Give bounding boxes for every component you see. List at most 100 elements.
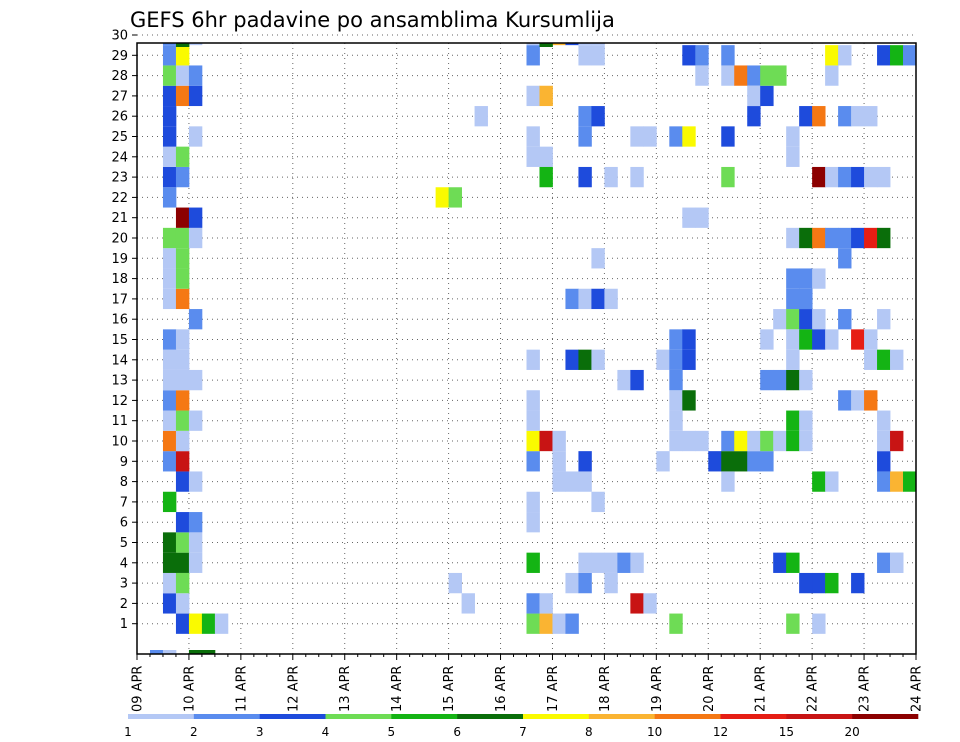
- heatmap-cell: [578, 451, 592, 472]
- heatmap-cell: [604, 166, 618, 188]
- heatmap-cell: [175, 572, 190, 594]
- heatmap-cell: [630, 552, 644, 573]
- heatmap-cell: [604, 288, 618, 310]
- heatmap-cell: [864, 329, 878, 350]
- x-tick-label: 20 APR: [702, 666, 717, 712]
- heatmap-cell: [721, 45, 735, 66]
- legend-swatch: [457, 714, 524, 719]
- heatmap-cell: [812, 329, 826, 350]
- heatmap-cell: [188, 532, 203, 553]
- heatmap-cell: [812, 268, 826, 289]
- heatmap-cell: [539, 430, 553, 452]
- heatmap-cell: [669, 349, 683, 370]
- heatmap-cell: [162, 430, 177, 452]
- heatmap-cell: [552, 613, 566, 634]
- x-tick-label: 24 APR: [910, 666, 925, 712]
- heatmap-cell: [175, 43, 190, 47]
- heatmap-cell: [526, 126, 540, 147]
- heatmap-cell: [175, 207, 190, 228]
- y-tick-label: 28: [111, 69, 128, 84]
- heatmap-cell: [799, 430, 813, 452]
- legend-swatch: [852, 714, 919, 719]
- x-tick-label: 11 APR: [234, 666, 249, 712]
- heatmap-cell: [734, 65, 748, 86]
- heatmap-cell: [903, 45, 917, 66]
- heatmap-cell: [786, 227, 800, 249]
- heatmap-cell: [175, 552, 190, 573]
- y-tick-label: 11: [111, 414, 128, 429]
- y-tick-label: 20: [111, 232, 128, 247]
- heatmap-cell: [682, 329, 696, 350]
- heatmap-cell: [877, 410, 891, 431]
- heatmap-cell: [578, 45, 592, 66]
- heatmap-cell: [175, 65, 190, 86]
- heatmap-cell: [552, 451, 566, 472]
- heatmap-cell: [773, 430, 787, 452]
- chart-title: GEFS 6hr padavine po ansamblima Kursumli…: [130, 8, 615, 32]
- y-tick-label: 3: [120, 577, 128, 592]
- y-tick-label: 26: [111, 110, 128, 125]
- heatmap-cell: [786, 430, 800, 452]
- heatmap-cell: [799, 309, 813, 330]
- heatmap-cell: [760, 329, 774, 350]
- heatmap-cell: [539, 43, 553, 47]
- heatmap-cell: [851, 227, 865, 249]
- heatmap-cell: [786, 146, 800, 167]
- heatmap-cell: [799, 106, 813, 127]
- heatmap-cell: [630, 593, 644, 614]
- x-axis-ticks: 09 APR 10 APR 11 APR 12 APR 13 APR 14 APR 15 A…: [131, 654, 925, 712]
- heatmap-cell: [162, 65, 177, 86]
- heatmap-cell: [799, 410, 813, 431]
- x-tick-label: 23 APR: [858, 666, 873, 712]
- legend-swatch: [193, 714, 260, 719]
- heatmap-cell: [682, 430, 696, 452]
- heatmap-cell: [812, 227, 826, 249]
- heatmap-cell: [630, 369, 644, 391]
- heatmap-cell: [734, 430, 748, 452]
- heatmap-cell: [682, 390, 696, 411]
- y-tick-label: 5: [120, 536, 128, 551]
- heatmap-cell: [773, 369, 787, 391]
- heatmap-cell: [604, 552, 618, 573]
- legend-swatch: [259, 714, 326, 719]
- heatmap-cell: [786, 349, 800, 370]
- heatmap-cell: [448, 187, 462, 208]
- heatmap-cell: [864, 166, 878, 188]
- heatmap-cell: [799, 572, 813, 594]
- legend-label: 7: [519, 725, 527, 739]
- heatmap-cell: [565, 349, 579, 370]
- heatmap-cell: [656, 451, 670, 472]
- heatmap-cell: [526, 45, 540, 66]
- heatmap-cell: [175, 451, 190, 472]
- heatmap-cell: [630, 166, 644, 188]
- heatmap-cell: [786, 369, 800, 391]
- heatmap-cell: [890, 471, 904, 492]
- heatmap-cell: [578, 106, 592, 127]
- heatmap-cell: [435, 187, 449, 208]
- heatmap-cell: [526, 85, 540, 107]
- heatmap-cell: [825, 227, 839, 249]
- legend-label: 2: [190, 725, 198, 739]
- heatmap-cell: [643, 126, 657, 147]
- heatmap-cell: [188, 85, 203, 107]
- heatmap-cell: [188, 369, 203, 391]
- heatmap-cell: [188, 650, 203, 654]
- heatmap-cell: [578, 349, 592, 370]
- x-tick-label: 21 APR: [754, 666, 769, 712]
- heatmap-cell: [656, 349, 670, 370]
- heatmap-cell: [162, 572, 177, 594]
- heatmap-cell: [175, 166, 190, 188]
- heatmap-cell: [162, 532, 177, 553]
- heatmap-cell: [669, 390, 683, 411]
- heatmap-cell: [734, 451, 748, 472]
- heatmap-cell: [188, 410, 203, 431]
- heatmap-cell: [162, 187, 177, 208]
- heatmap-cell: [578, 572, 592, 594]
- heatmap-cell: [890, 552, 904, 573]
- y-tick-label: 24: [111, 150, 128, 165]
- legend-swatch: [523, 714, 590, 719]
- heatmap-cell: [851, 572, 865, 594]
- heatmap-cell: [682, 126, 696, 147]
- heatmap-cells: [149, 43, 917, 654]
